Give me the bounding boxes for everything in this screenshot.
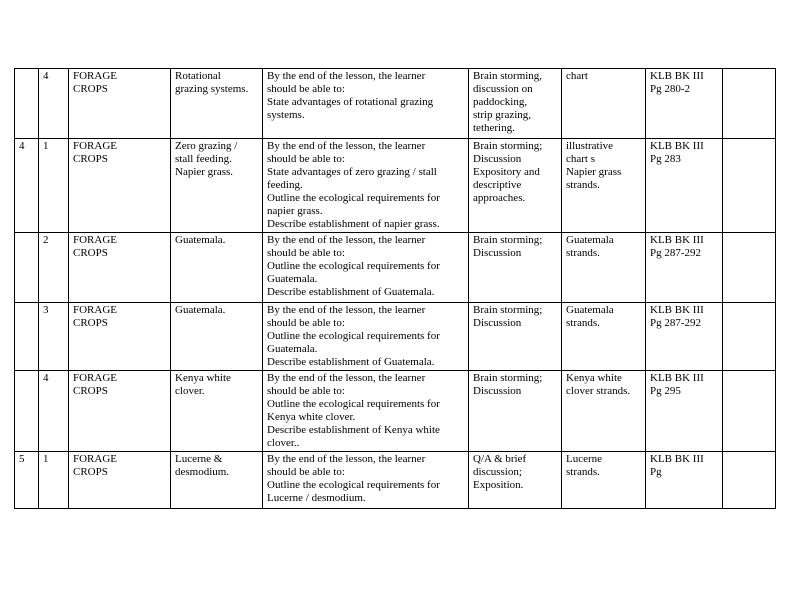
table-row: 5 1 FORAGE CROPS Lucerne & desmodium. By… [14,451,776,509]
cell-reference: KLB BK III Pg 280-2 [645,68,723,139]
cell-topic: Zero grazing / stall feeding. Napier gra… [170,138,263,233]
cell-topic: Guatemala. [170,302,263,371]
cell-week [14,302,39,371]
cell-objectives: By the end of the lesson, the learner sh… [262,302,469,371]
cell-resources: Guatemala strands. [561,232,646,303]
cell-week [14,68,39,139]
cell-reference: KLB BK III Pg 287-292 [645,302,723,371]
cell-topic: Lucerne & desmodium. [170,451,263,509]
cell-activities: Brain storming; Discussion [468,302,562,371]
cell-activities: Brain storming; Discussion [468,232,562,303]
cell-week [14,370,39,452]
cell-remarks [722,232,776,303]
cell-objectives: By the end of the lesson, the learner sh… [262,68,469,139]
cell-objectives: By the end of the lesson, the learner sh… [262,370,469,452]
table-row: 3 FORAGE CROPS Guatemala. By the end of … [14,302,776,371]
table-row: 2 FORAGE CROPS Guatemala. By the end of … [14,232,776,303]
cell-lesson: 1 [38,138,69,233]
cell-resources: Lucerne strands. [561,451,646,509]
scheme-of-work-table: 4 FORAGE CROPS Rotational grazing system… [14,68,776,509]
cell-lesson: 1 [38,451,69,509]
cell-remarks [722,138,776,233]
cell-topic: Kenya white clover. [170,370,263,452]
cell-week: 4 [14,138,39,233]
cell-objectives: By the end of the lesson, the learner sh… [262,138,469,233]
cell-unit: FORAGE CROPS [68,68,171,139]
cell-week: 5 [14,451,39,509]
cell-unit: FORAGE CROPS [68,232,171,303]
cell-objectives: By the end of the lesson, the learner sh… [262,232,469,303]
table-row: 4 FORAGE CROPS Rotational grazing system… [14,68,776,139]
cell-week [14,232,39,303]
cell-unit: FORAGE CROPS [68,138,171,233]
cell-remarks [722,302,776,371]
cell-lesson: 3 [38,302,69,371]
table-row: 4 1 FORAGE CROPS Zero grazing / stall fe… [14,138,776,233]
cell-lesson: 4 [38,68,69,139]
cell-activities: Brain storming; Discussion [468,370,562,452]
cell-reference: KLB BK III Pg 295 [645,370,723,452]
cell-unit: FORAGE CROPS [68,451,171,509]
cell-lesson: 4 [38,370,69,452]
cell-activities: Brain storming, discussion on paddocking… [468,68,562,139]
cell-remarks [722,68,776,139]
cell-reference: KLB BK III Pg [645,451,723,509]
cell-resources: Guatemala strands. [561,302,646,371]
cell-remarks [722,370,776,452]
cell-unit: FORAGE CROPS [68,370,171,452]
cell-resources: illustrative chart s Napier grass strand… [561,138,646,233]
cell-reference: KLB BK III Pg 287-292 [645,232,723,303]
table-row: 4 FORAGE CROPS Kenya white clover. By th… [14,370,776,452]
cell-activities: Brain storming; Discussion Expository an… [468,138,562,233]
cell-unit: FORAGE CROPS [68,302,171,371]
cell-resources: chart [561,68,646,139]
cell-objectives: By the end of the lesson, the learner sh… [262,451,469,509]
cell-resources: Kenya white clover strands. [561,370,646,452]
cell-activities: Q/A & brief discussion; Exposition. [468,451,562,509]
cell-topic: Rotational grazing systems. [170,68,263,139]
cell-topic: Guatemala. [170,232,263,303]
cell-lesson: 2 [38,232,69,303]
cell-remarks [722,451,776,509]
cell-reference: KLB BK III Pg 283 [645,138,723,233]
